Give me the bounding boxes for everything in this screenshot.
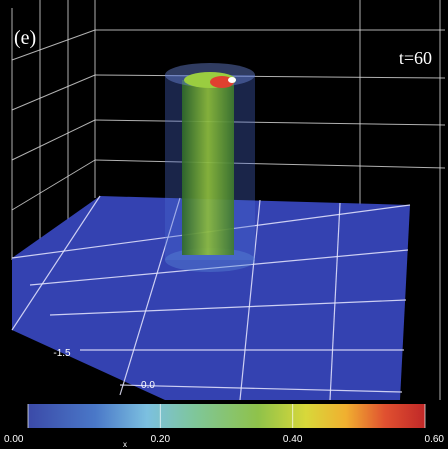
floor-grid: [11, 195, 411, 401]
colorbar-tick-label: 0.40: [283, 434, 303, 445]
floor: [12, 196, 410, 400]
back-grid: [11, 0, 446, 400]
colorbar-tick-label: 0.60: [425, 434, 445, 445]
colorbar-tick-label: 0.20: [151, 434, 171, 445]
axis-name: x: [123, 440, 127, 449]
time-label: t=60: [399, 48, 432, 68]
colorbar: [28, 404, 425, 428]
panel-label: (e): [14, 27, 36, 49]
cylinder: [165, 63, 255, 272]
axis-tick-label: 0.0: [141, 380, 155, 391]
colorbar-tick-label: 0.00: [4, 434, 24, 445]
axis-tick-label: -1.5: [53, 348, 71, 359]
